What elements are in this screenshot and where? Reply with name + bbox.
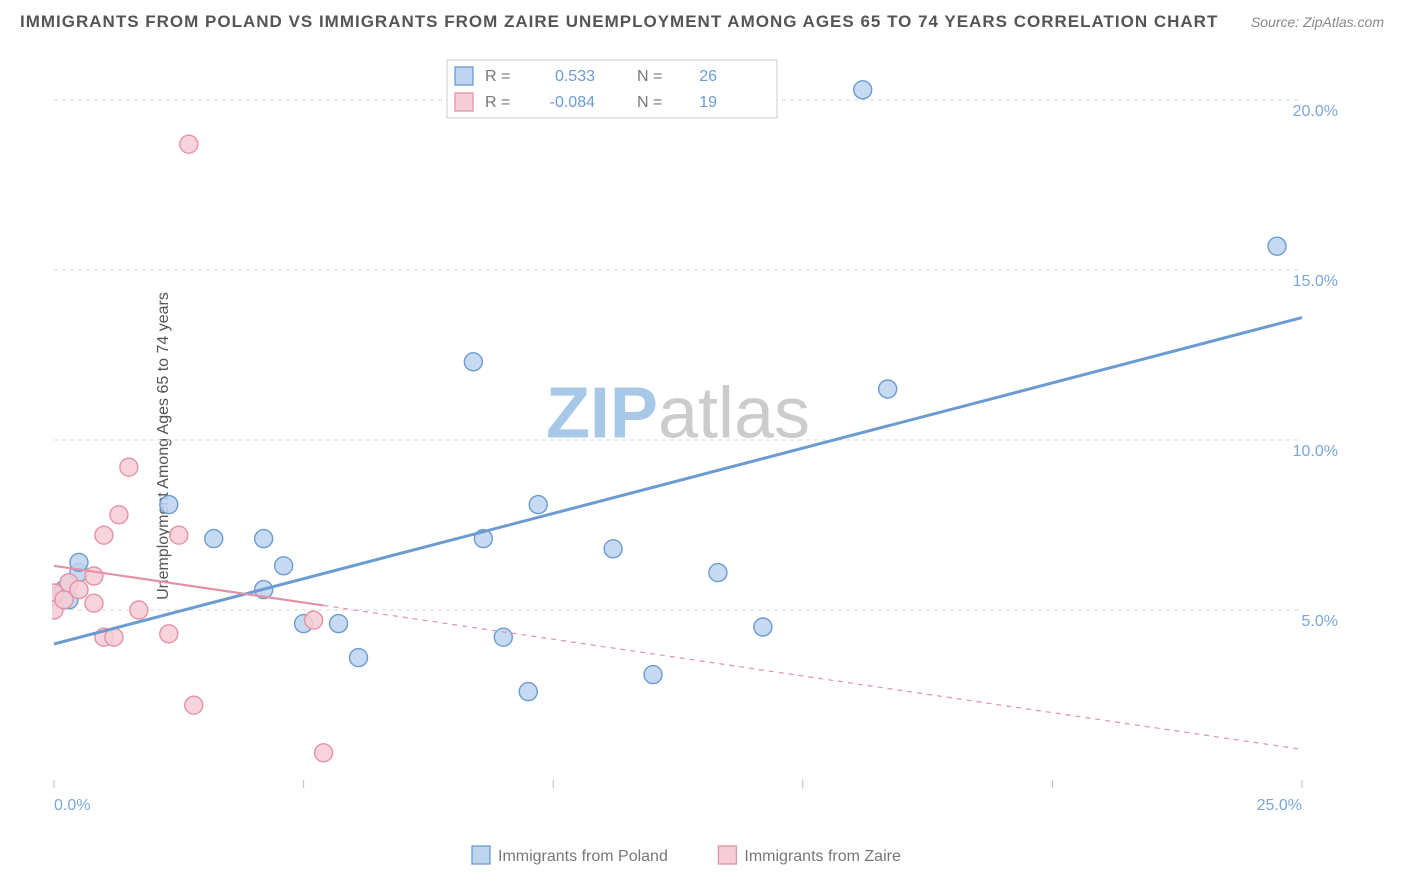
source-label: Source: ZipAtlas.com: [1251, 14, 1384, 30]
x-tick-label: 25.0%: [1257, 797, 1302, 814]
data-point: [70, 581, 88, 599]
y-tick-label: 5.0%: [1302, 613, 1338, 630]
data-point: [519, 683, 537, 701]
stats-r-value: 0.533: [555, 68, 595, 85]
data-point: [120, 458, 138, 476]
scatter-chart-svg: ZIPatlas 5.0% 10.0% 15.0% 20.0% 0.0% 25.0% R = 0…: [52, 58, 1342, 878]
stats-n-value: 26: [699, 68, 717, 85]
stats-n-label: N =: [637, 68, 662, 85]
plot-area: ZIPatlas 5.0% 10.0% 15.0% 20.0% 0.0% 25.0% R = 0…: [52, 58, 1342, 828]
stats-r-label: R =: [485, 94, 510, 111]
data-point: [854, 81, 872, 99]
data-point: [130, 601, 148, 619]
data-point: [95, 526, 113, 544]
data-point: [110, 506, 128, 524]
data-point: [464, 353, 482, 371]
data-point: [170, 526, 188, 544]
legend-swatch: [455, 67, 473, 85]
stats-r-label: R =: [485, 68, 510, 85]
data-point: [754, 618, 772, 636]
x-tick-label: 0.0%: [54, 797, 90, 814]
data-point: [879, 380, 897, 398]
bottom-legend-label: Immigrants from Poland: [498, 848, 668, 865]
data-point: [275, 557, 293, 575]
bottom-legend-swatch: [718, 846, 736, 864]
data-point: [185, 696, 203, 714]
data-point: [180, 135, 198, 153]
chart-title: IMMIGRANTS FROM POLAND VS IMMIGRANTS FRO…: [20, 12, 1218, 32]
legend-swatch: [455, 93, 473, 111]
y-tick-label: 10.0%: [1293, 443, 1338, 460]
chart-container: IMMIGRANTS FROM POLAND VS IMMIGRANTS FRO…: [0, 0, 1406, 892]
bottom-legend-swatch: [472, 846, 490, 864]
data-point: [1268, 237, 1286, 255]
data-point: [350, 649, 368, 667]
data-point: [604, 540, 622, 558]
data-point: [305, 611, 323, 629]
trend-line-dashed: [324, 605, 1302, 749]
data-point: [205, 530, 223, 548]
data-point: [255, 530, 273, 548]
data-point: [315, 744, 333, 762]
data-point: [160, 496, 178, 514]
stats-r-value: -0.084: [550, 94, 595, 111]
data-point: [330, 615, 348, 633]
y-tick-label: 20.0%: [1293, 103, 1338, 120]
data-point: [160, 625, 178, 643]
bottom-legend-label: Immigrants from Zaire: [744, 848, 901, 865]
data-point: [529, 496, 547, 514]
stats-n-value: 19: [699, 94, 717, 111]
stats-n-label: N =: [637, 94, 662, 111]
trend-line-solid: [54, 318, 1302, 644]
data-point: [85, 594, 103, 612]
y-tick-label: 15.0%: [1293, 273, 1338, 290]
data-point: [494, 628, 512, 646]
data-point: [709, 564, 727, 582]
watermark: ZIPatlas: [546, 373, 810, 453]
data-point: [644, 666, 662, 684]
